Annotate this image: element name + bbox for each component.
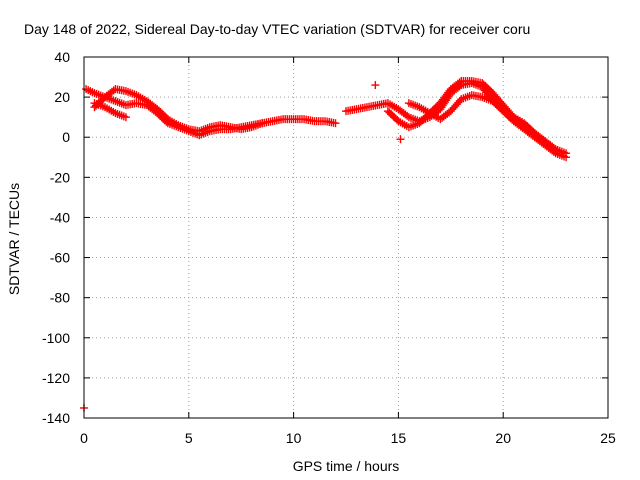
y-tick-label: -20	[50, 169, 70, 185]
series-track-B	[90, 85, 267, 136]
x-tick-label: 5	[185, 430, 193, 446]
y-tick-label: 20	[54, 89, 70, 105]
y-tick-label: -80	[50, 290, 70, 306]
y-tick-label: -140	[42, 410, 70, 426]
tick-layer: -140 -120 -100 -80 -60 -40 -20 0 20 40 0 5 10 15 20 25	[42, 49, 616, 446]
x-tick-label: 0	[80, 430, 88, 446]
y-tick-label: -60	[50, 250, 70, 266]
data-point	[121, 113, 130, 122]
chart-title: Day 148 of 2022, Sidereal Day-to-day VTE…	[24, 21, 530, 37]
y-tick-label: -120	[42, 370, 70, 386]
x-axis-label: GPS time / hours	[293, 458, 400, 474]
y-tick-label: 40	[54, 49, 70, 65]
data-point	[396, 135, 405, 144]
data-point	[371, 81, 380, 90]
x-tick-label: 20	[495, 430, 511, 446]
data-point	[455, 78, 464, 87]
series-track-F	[404, 91, 571, 158]
x-tick-label: 10	[286, 430, 302, 446]
data-point	[331, 119, 340, 128]
grid-layer	[84, 57, 608, 418]
y-tick-label: 0	[62, 129, 70, 145]
data-point	[258, 119, 267, 128]
plot-frame	[83, 56, 609, 419]
data-layer	[80, 77, 571, 412]
y-tick-label: -100	[42, 330, 70, 346]
series-track-C	[90, 99, 130, 122]
y-tick-label: -40	[50, 209, 70, 225]
y-axis-label: SDTVAR / TECUs	[6, 183, 22, 295]
data-point	[562, 149, 571, 158]
x-tick-label: 25	[600, 430, 616, 446]
x-tick-label: 15	[391, 430, 407, 446]
